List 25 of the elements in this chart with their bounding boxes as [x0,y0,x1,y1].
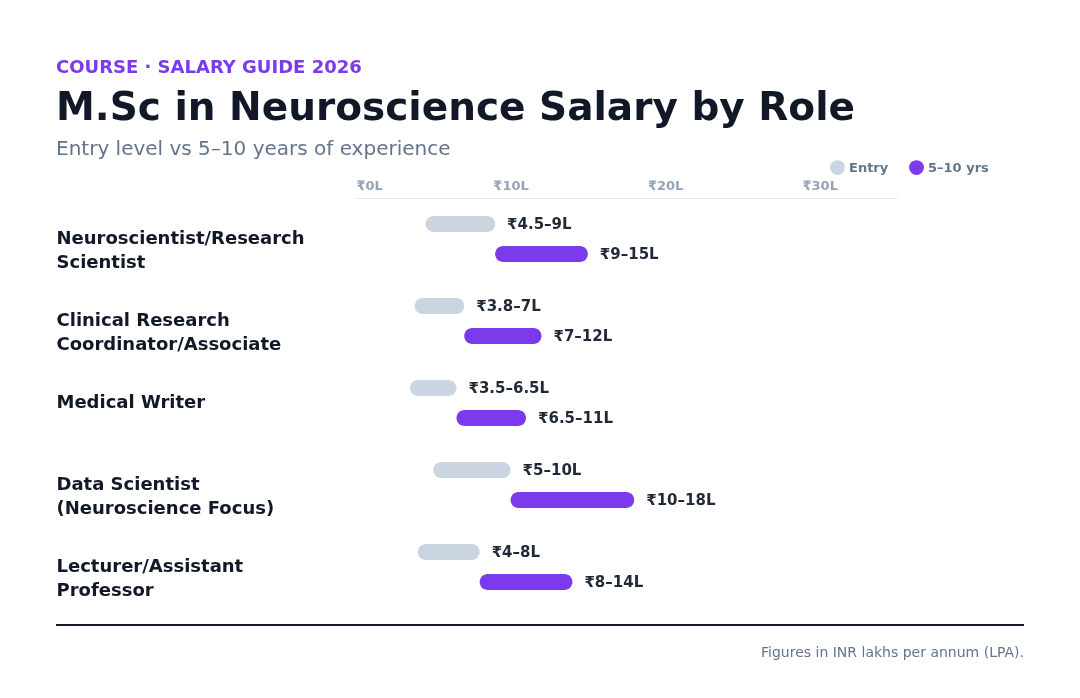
legend-label: 5–10 yrs [928,159,990,175]
chart-subtitle: Entry level vs 5–10 years of experience [56,136,451,160]
x-tick-label: ₹30L [802,177,838,193]
x-tick-label: ₹0L [356,177,383,193]
x-tick-label: ₹10L [493,177,529,193]
y-tick-label: Lecturer/Assistant Professor [56,555,244,600]
data-label: ₹3.8–7L [476,296,542,315]
data-label: ₹6.5–11L [538,409,614,428]
y-tick-label: Neuroscientist/Research Scientist [56,227,305,272]
data-label: ₹9–15L [599,245,660,264]
text: COURSE · SALARY GUIDE 2026 [56,56,362,77]
y-tick-label: Data Scientist (Neuroscience Focus) [56,473,275,518]
data-label: ₹3.5–6.5L [468,378,550,397]
y-tick-label: Medical Writer [56,391,206,412]
data-label: ₹5–10L [522,460,582,479]
text: Figures in INR lakhs per annum (LPA). [761,644,1024,660]
data-label: ₹4–8L [491,542,541,561]
data-label: ₹7–12L [553,327,613,346]
data-label: ₹4.5–9L [507,214,573,233]
chart-title: M.Sc in Neuroscience Salary by Role [56,84,855,129]
y-tick-label: Clinical Research Coordinator/Associate [56,309,282,354]
legend-label: Entry [849,159,889,175]
data-label: ₹10–18L [646,491,716,510]
data-label: ₹8–14L [584,573,644,592]
x-tick-label: ₹20L [647,177,684,193]
